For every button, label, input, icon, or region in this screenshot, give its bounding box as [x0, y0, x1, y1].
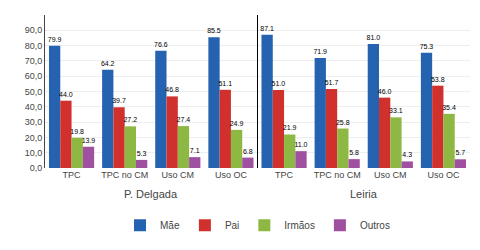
svg-text:TPC: TPC — [275, 170, 294, 180]
svg-text:Mãe: Mãe — [160, 220, 180, 231]
svg-text:10,0: 10,0 — [25, 148, 43, 158]
svg-text:TPC no CM: TPC no CM — [314, 170, 361, 180]
svg-text:Uso OC: Uso OC — [427, 170, 460, 180]
svg-text:11.0: 11.0 — [294, 141, 307, 148]
svg-text:51.1: 51.1 — [218, 80, 232, 87]
svg-text:0,0: 0,0 — [30, 163, 43, 173]
svg-text:71.9: 71.9 — [313, 48, 327, 55]
svg-text:50,0: 50,0 — [25, 87, 43, 97]
svg-text:44.0: 44.0 — [59, 91, 73, 98]
svg-text:80,0: 80,0 — [25, 41, 43, 51]
svg-text:Leiria: Leiria — [350, 188, 378, 200]
svg-text:Pai: Pai — [225, 220, 239, 231]
svg-text:51.0: 51.0 — [272, 80, 286, 87]
svg-text:46.8: 46.8 — [165, 86, 179, 93]
svg-text:19.8: 19.8 — [70, 128, 84, 135]
svg-text:27.2: 27.2 — [123, 116, 137, 123]
svg-text:TPC: TPC — [63, 170, 82, 180]
svg-text:4.3: 4.3 — [402, 151, 412, 158]
svg-text:TPC no CM: TPC no CM — [101, 170, 148, 180]
svg-text:85.5: 85.5 — [207, 27, 221, 34]
svg-text:5.8: 5.8 — [349, 149, 359, 156]
svg-text:40,0: 40,0 — [25, 102, 43, 112]
svg-text:P. Delgada: P. Delgada — [124, 188, 178, 200]
svg-text:87.1: 87.1 — [260, 25, 274, 32]
svg-text:27.4: 27.4 — [177, 116, 191, 123]
svg-text:60,0: 60,0 — [25, 71, 43, 81]
svg-text:53.8: 53.8 — [431, 76, 445, 83]
svg-text:6.8: 6.8 — [243, 148, 253, 155]
svg-text:30,0: 30,0 — [25, 117, 43, 127]
svg-text:76.6: 76.6 — [154, 41, 168, 48]
svg-text:79.9: 79.9 — [48, 36, 62, 43]
svg-text:46.0: 46.0 — [378, 88, 392, 95]
svg-text:24.9: 24.9 — [230, 120, 244, 127]
svg-text:5.7: 5.7 — [455, 149, 465, 156]
svg-text:39.7: 39.7 — [112, 97, 126, 104]
svg-text:75.3: 75.3 — [420, 43, 434, 50]
svg-text:5.3: 5.3 — [137, 150, 147, 157]
svg-text:7.1: 7.1 — [190, 147, 200, 154]
svg-text:70,0: 70,0 — [25, 56, 43, 66]
svg-text:20,0: 20,0 — [25, 133, 43, 143]
svg-text:81.0: 81.0 — [367, 34, 381, 41]
svg-text:90,0: 90,0 — [25, 25, 43, 35]
svg-text:13.9: 13.9 — [82, 137, 96, 144]
svg-text:Uso OC: Uso OC — [215, 170, 248, 180]
svg-text:Irmãos: Irmãos — [284, 220, 315, 231]
svg-text:Uso CM: Uso CM — [374, 170, 407, 180]
svg-text:64.2: 64.2 — [101, 60, 115, 67]
svg-text:21.9: 21.9 — [283, 124, 297, 131]
svg-text:51.7: 51.7 — [325, 79, 339, 86]
svg-text:Outros: Outros — [360, 220, 390, 231]
svg-text:25.8: 25.8 — [336, 119, 350, 126]
svg-text:33.1: 33.1 — [389, 107, 403, 114]
svg-text:35.4: 35.4 — [442, 104, 456, 111]
svg-text:Uso CM: Uso CM — [162, 170, 195, 180]
